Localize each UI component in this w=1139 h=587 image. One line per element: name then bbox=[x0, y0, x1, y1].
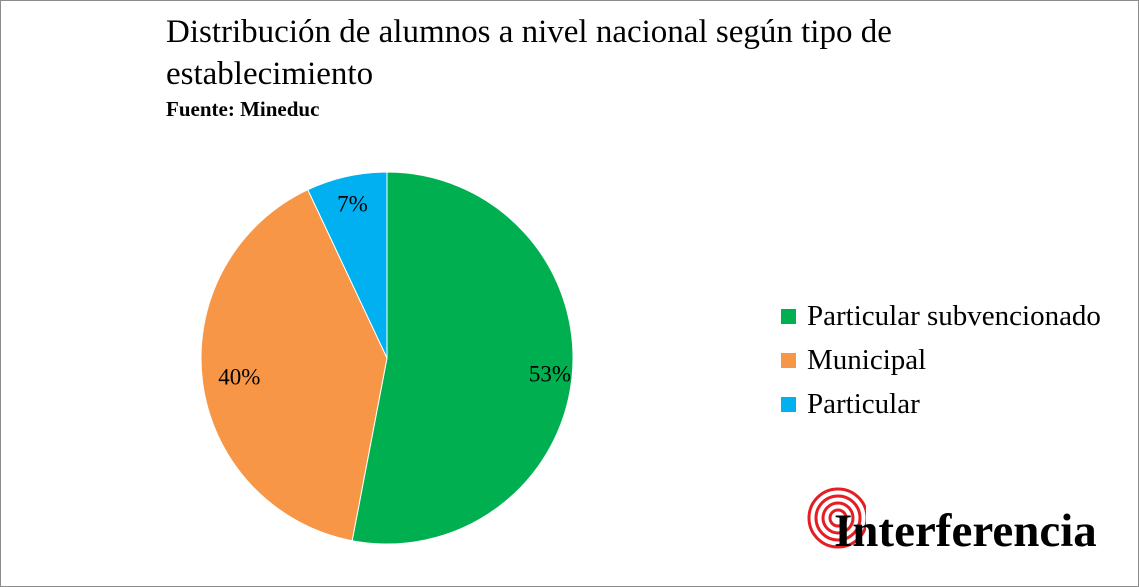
pie-data-label: 40% bbox=[218, 365, 260, 390]
legend-swatch bbox=[781, 352, 796, 368]
chart-legend: Particular subvencionado Municipal Particu… bbox=[781, 294, 1101, 426]
logo-text: Interferencia bbox=[834, 505, 1097, 557]
pie-slice-municipal bbox=[200, 189, 388, 542]
legend-item: Particular bbox=[781, 382, 1101, 426]
legend-item: Particular subvencionado bbox=[781, 294, 1101, 338]
logo-rings-icon bbox=[807, 487, 866, 549]
legend-swatch bbox=[781, 308, 796, 324]
legend-label: Municipal bbox=[807, 343, 927, 376]
interferencia-logo: Interferencia bbox=[806, 486, 1116, 557]
pie-data-label: 7% bbox=[337, 192, 368, 217]
chart-title: Distribución de alumnos a nivel nacional… bbox=[166, 14, 892, 92]
pie-data-label: 53% bbox=[529, 361, 571, 386]
legend-label: Particular bbox=[807, 387, 920, 420]
legend-item: Municipal bbox=[781, 338, 1101, 382]
pie-slice-particular-subvencionado bbox=[351, 171, 574, 545]
chart-subtitle: Fuente: Mineduc bbox=[166, 97, 320, 121]
pie-slice-particular bbox=[307, 171, 388, 359]
legend-label: Particular subvencionado bbox=[807, 299, 1101, 332]
legend-swatch bbox=[781, 396, 796, 412]
